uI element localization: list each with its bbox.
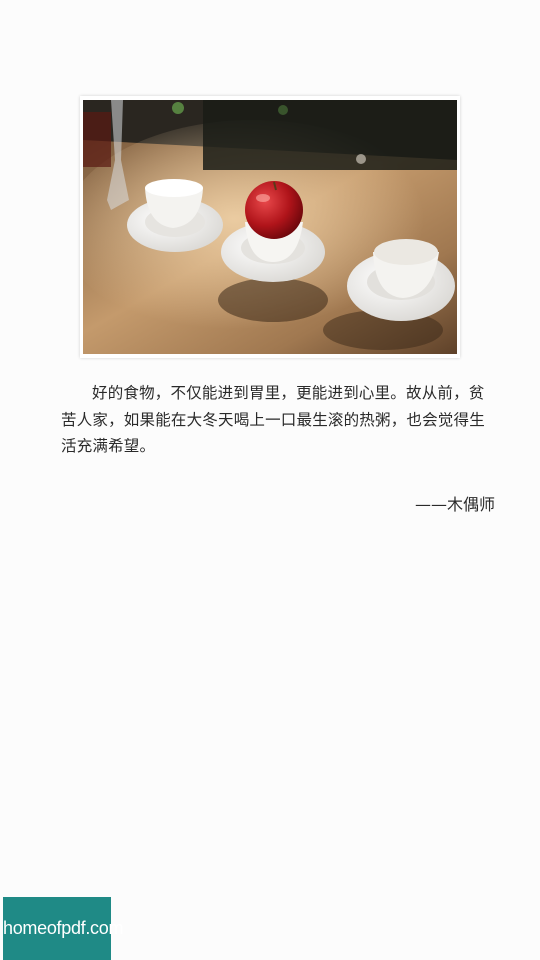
- quote-paragraph: 好的食物，不仅能进到胃里，更能进到心里。故从前，贫苦人家，如果能在大冬天喝上一口…: [61, 384, 485, 455]
- teacups-with-apple-photo: [83, 100, 457, 354]
- photo-frame: [80, 96, 460, 358]
- quote-author: ——木偶师: [414, 495, 495, 514]
- site-watermark: homeofpdf.com: [3, 897, 123, 960]
